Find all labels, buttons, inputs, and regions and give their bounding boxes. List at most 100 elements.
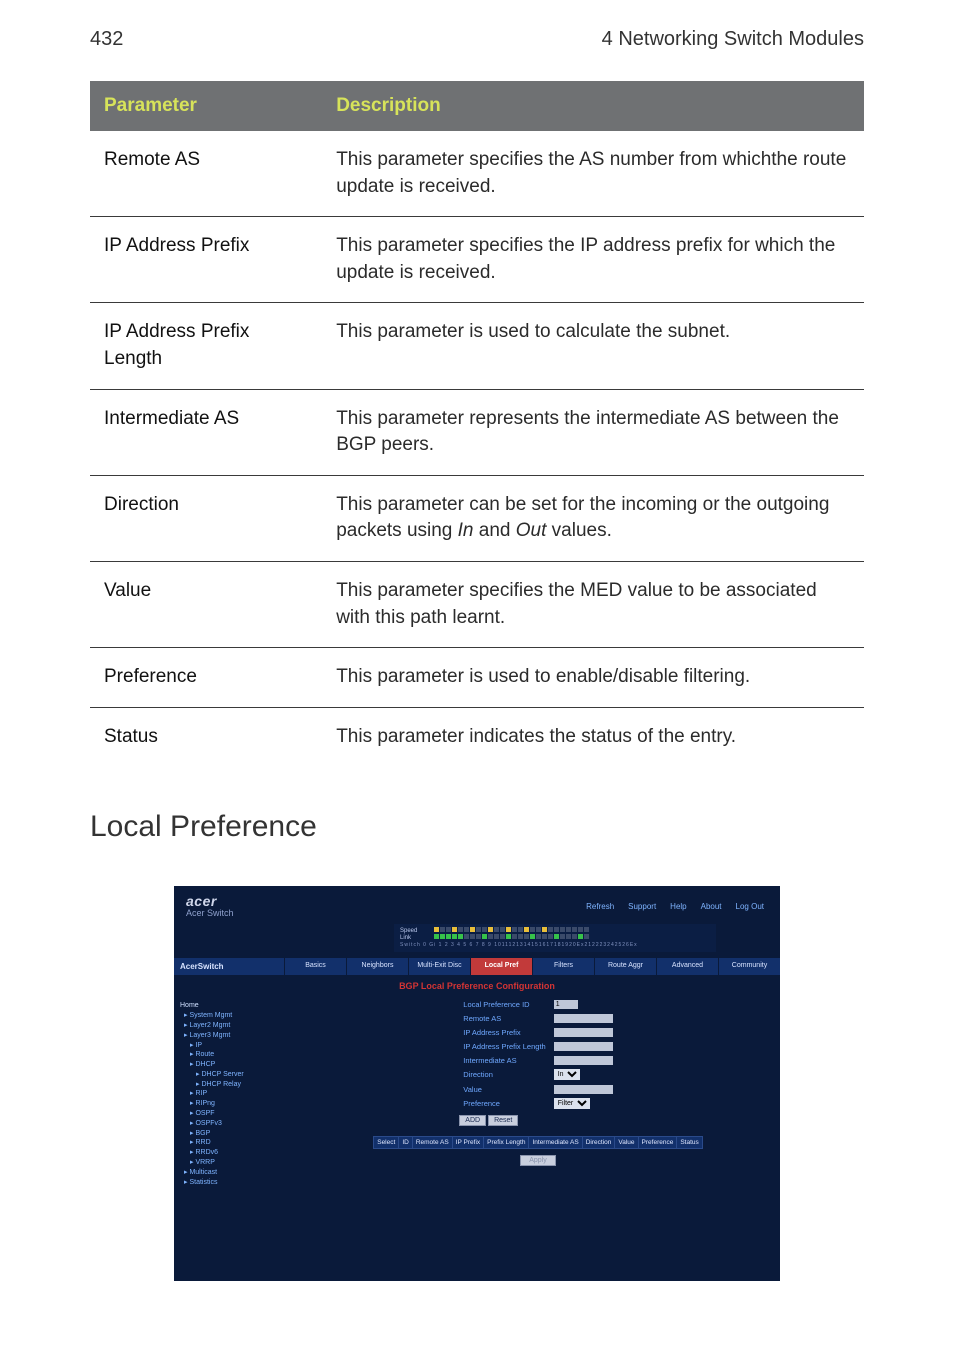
port-led	[518, 934, 523, 939]
form-input[interactable]	[554, 1056, 613, 1065]
port-led	[554, 934, 559, 939]
port-speed-label: Speed	[400, 928, 430, 934]
sidebar-home[interactable]: Home	[180, 1001, 290, 1011]
port-led	[512, 934, 517, 939]
port-led	[560, 927, 565, 932]
port-link-label: Link	[400, 935, 430, 941]
param-description: This parameter specifies the AS number f…	[322, 131, 864, 217]
results-grid-header: SelectIDRemote ASIP PrefixPrefix LengthI…	[373, 1136, 703, 1149]
tab[interactable]: Route Aggr	[594, 958, 656, 975]
brand-block: acer Acer Switch	[186, 894, 234, 918]
form-input[interactable]	[554, 1000, 578, 1009]
tab[interactable]: Neighbors	[346, 958, 408, 975]
sidebar-item[interactable]: ▸ RIP	[180, 1089, 290, 1099]
port-led	[488, 934, 493, 939]
tab[interactable]: Multi-Exit Disc	[408, 958, 470, 975]
port-led	[536, 934, 541, 939]
top-link[interactable]: Support	[628, 902, 656, 911]
sidebar-item[interactable]: ▸ DHCP Relay	[180, 1080, 290, 1090]
top-link[interactable]: Help	[670, 902, 686, 911]
port-led	[530, 934, 535, 939]
bgp-config-title: BGP Local Preference Configuration	[174, 981, 780, 991]
sidebar-item[interactable]: ▸ DHCP	[180, 1060, 290, 1070]
port-led	[506, 934, 511, 939]
port-led	[560, 934, 565, 939]
port-led	[500, 934, 505, 939]
left-panel-title: AcerSwitch	[174, 958, 284, 975]
brand-logo: acer	[186, 894, 234, 908]
sidebar-item[interactable]: ▸ Layer2 Mgmt	[180, 1021, 290, 1031]
sidebar-item[interactable]: ▸ RIPng	[180, 1099, 290, 1109]
sidebar-item[interactable]: ▸ RRDv6	[180, 1148, 290, 1158]
top-link[interactable]: Log Out	[736, 902, 764, 911]
brand-subtitle: Acer Switch	[186, 909, 234, 918]
port-led	[548, 934, 553, 939]
port-numbers: Switch 0 Gi 1 2 3 4 5 6 7 8 9 1011121314…	[400, 942, 710, 948]
param-name: Preference	[90, 648, 322, 708]
sidebar-item[interactable]: ▸ VRRP	[180, 1158, 290, 1168]
tab[interactable]: Local Pref	[470, 958, 532, 975]
port-led	[572, 927, 577, 932]
port-led	[578, 934, 583, 939]
form-input[interactable]	[554, 1085, 613, 1094]
port-led	[506, 927, 511, 932]
port-led	[548, 927, 553, 932]
port-led	[434, 927, 439, 932]
port-led	[572, 934, 577, 939]
table-header-parameter: Parameter	[90, 81, 322, 131]
top-link[interactable]: About	[701, 902, 722, 911]
sidebar-item[interactable]: ▸ Layer3 Mgmt	[180, 1031, 290, 1041]
port-led	[434, 934, 439, 939]
top-links: Refresh Support Help About Log Out	[586, 902, 770, 911]
form-select[interactable]: In	[554, 1069, 580, 1080]
form-input[interactable]	[554, 1014, 613, 1023]
param-name: Value	[90, 561, 322, 647]
sidebar-item[interactable]: ▸ OSPF	[180, 1109, 290, 1119]
form-button[interactable]: ADD	[459, 1115, 486, 1126]
param-name: Status	[90, 707, 322, 766]
port-led	[440, 927, 445, 932]
tab[interactable]: Filters	[532, 958, 594, 975]
sidebar-item[interactable]: ▸ DHCP Server	[180, 1070, 290, 1080]
table-header-description: Description	[322, 81, 864, 131]
sidebar-item[interactable]: ▸ Multicast	[180, 1168, 290, 1178]
top-link[interactable]: Refresh	[586, 902, 614, 911]
tab[interactable]: Community	[718, 958, 780, 975]
sidebar-nav: Home ▸ System Mgmt▸ Layer2 Mgmt▸ Layer3 …	[174, 997, 296, 1191]
table-row: StatusThis parameter indicates the statu…	[90, 707, 864, 766]
grid-header-cell: Status	[677, 1137, 701, 1148]
form-select[interactable]: Filter	[554, 1098, 590, 1109]
sidebar-item[interactable]: ▸ OSPFv3	[180, 1119, 290, 1129]
port-led	[464, 927, 469, 932]
config-form: Local Preference IDRemote ASIP Address P…	[459, 997, 616, 1126]
table-row: Intermediate ASThis parameter represents…	[90, 389, 864, 475]
sidebar-item[interactable]: ▸ BGP	[180, 1129, 290, 1139]
sidebar-item[interactable]: ▸ Statistics	[180, 1178, 290, 1188]
form-input[interactable]	[554, 1042, 613, 1051]
param-name: IP Address Prefix Length	[90, 303, 322, 389]
port-led	[536, 927, 541, 932]
sidebar-item[interactable]: ▸ Route	[180, 1050, 290, 1060]
param-name: Remote AS	[90, 131, 322, 217]
form-button[interactable]: Reset	[488, 1115, 518, 1126]
sidebar-item[interactable]: ▸ IP	[180, 1041, 290, 1051]
grid-header-cell: IP Prefix	[453, 1137, 484, 1148]
page-number: 432	[90, 28, 123, 51]
port-led	[446, 934, 451, 939]
port-led	[488, 927, 493, 932]
heading-local-preference: Local Preference	[90, 810, 864, 844]
tab[interactable]: Advanced	[656, 958, 718, 975]
tab[interactable]: Basics	[284, 958, 346, 975]
port-led	[482, 934, 487, 939]
port-led	[584, 927, 589, 932]
apply-button[interactable]: Apply	[520, 1155, 556, 1166]
param-description: This parameter specifies the IP address …	[322, 217, 864, 303]
sidebar-item[interactable]: ▸ RRD	[180, 1138, 290, 1148]
table-row: IP Address Prefix LengthThis parameter i…	[90, 303, 864, 389]
param-description: This parameter represents the intermedia…	[322, 389, 864, 475]
port-led	[470, 927, 475, 932]
port-led	[464, 934, 469, 939]
grid-header-cell: Value	[615, 1137, 638, 1148]
sidebar-item[interactable]: ▸ System Mgmt	[180, 1011, 290, 1021]
form-input[interactable]	[554, 1028, 613, 1037]
